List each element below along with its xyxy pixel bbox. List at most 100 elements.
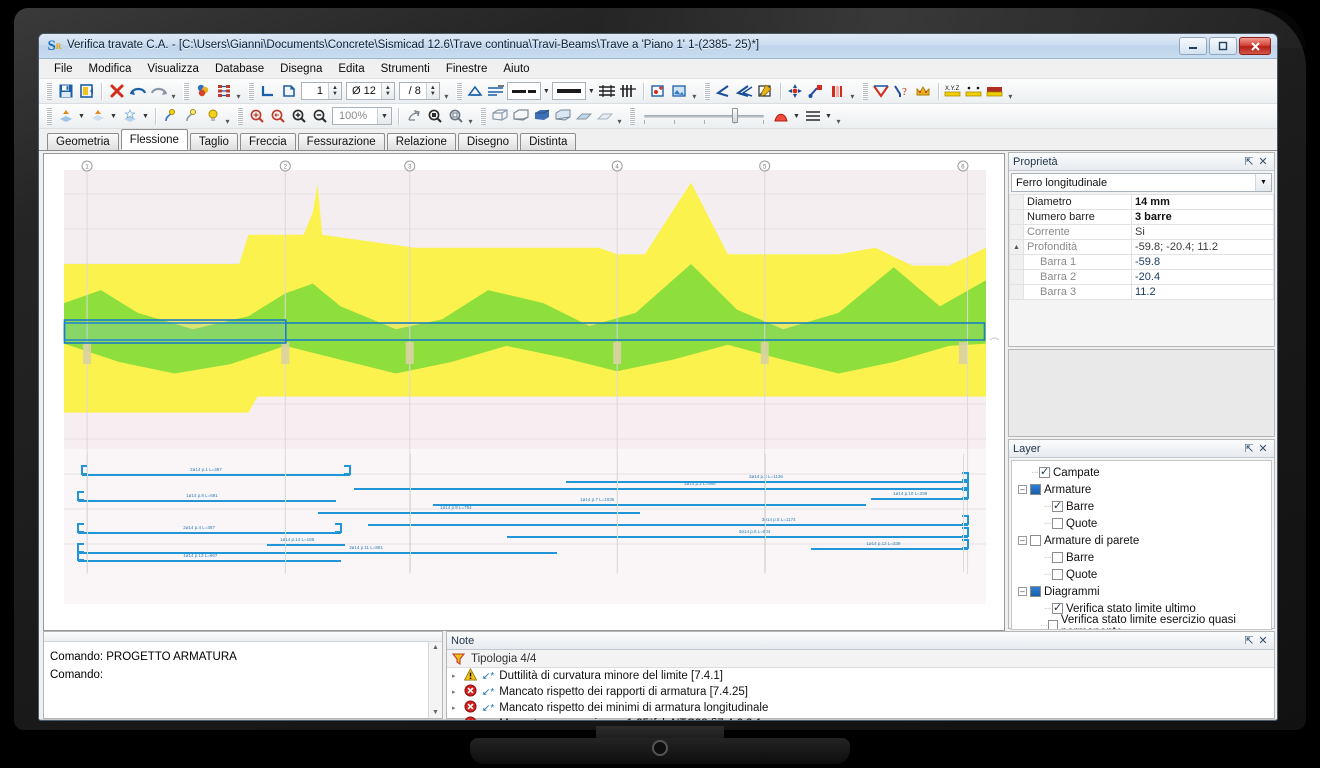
bulb-icon[interactable] bbox=[202, 106, 223, 127]
close-icon[interactable]: ✕ bbox=[1258, 635, 1268, 647]
rebar-line[interactable] bbox=[506, 536, 968, 538]
view-3d-icon[interactable] bbox=[489, 106, 510, 127]
pin-icon[interactable]: ⇱ bbox=[1244, 635, 1254, 647]
rebar-line[interactable] bbox=[77, 532, 341, 534]
toolbar-grip[interactable] bbox=[480, 107, 486, 125]
layer-checkbox[interactable] bbox=[1052, 552, 1063, 563]
hatch-icon[interactable] bbox=[465, 81, 486, 102]
move-node-icon[interactable] bbox=[785, 81, 806, 102]
column-marker[interactable] bbox=[611, 160, 623, 172]
zoom-extents-icon[interactable] bbox=[424, 106, 445, 127]
save-icon[interactable] bbox=[55, 81, 76, 102]
note-expander-icon[interactable]: ▸ bbox=[452, 720, 459, 721]
quantity-spin-buttons[interactable]: ▲ ▼ bbox=[328, 83, 341, 99]
add-node-icon[interactable] bbox=[806, 81, 827, 102]
rebar-line[interactable] bbox=[77, 560, 341, 562]
tree-expander-icon[interactable]: – bbox=[1018, 587, 1027, 596]
color-ramp-dropdown[interactable]: ▼ bbox=[793, 112, 800, 120]
layer-tree-item[interactable]: ··· Barre bbox=[1014, 549, 1269, 566]
image-icon[interactable] bbox=[669, 81, 690, 102]
angle-icon[interactable] bbox=[713, 81, 734, 102]
note-item[interactable]: ▸ ↙* Mancato rispetto dei minimi di armatu… bbox=[447, 700, 1274, 716]
property-value[interactable]: Si bbox=[1131, 224, 1274, 240]
tree-expander-icon[interactable]: – bbox=[1018, 536, 1027, 545]
property-row[interactable]: Diametro 14 mm bbox=[1009, 194, 1274, 210]
menu-item-file[interactable]: File bbox=[54, 62, 73, 75]
note-link-icon[interactable]: ↙* bbox=[482, 686, 495, 698]
zoom-all-icon[interactable] bbox=[445, 106, 466, 127]
layer-new-icon[interactable] bbox=[119, 106, 140, 127]
grid-lines-icon[interactable] bbox=[597, 81, 618, 102]
edit-diagram-icon[interactable] bbox=[755, 81, 776, 102]
chevron-down-icon[interactable]: ▼ bbox=[377, 108, 391, 124]
line-weight-swatch[interactable] bbox=[551, 82, 586, 100]
spacing-stepper[interactable]: / 8 ▲ ▼ bbox=[398, 82, 440, 100]
layer-tree-item[interactable]: ··· Verifica stato limite ultimo bbox=[1014, 600, 1269, 617]
property-category-select[interactable]: Ferro longitudinale ▼ bbox=[1011, 173, 1272, 192]
note-expander-icon[interactable]: ▸ bbox=[452, 705, 456, 712]
tab-fessurazione[interactable]: Fessurazione bbox=[297, 133, 385, 150]
toolbar-grip[interactable] bbox=[248, 82, 254, 100]
pin-icon[interactable]: ⇱ bbox=[1244, 443, 1254, 455]
rebar-line[interactable] bbox=[82, 474, 350, 476]
menu-item-edita[interactable]: Edita bbox=[338, 62, 365, 75]
transparency-slider[interactable] bbox=[644, 106, 764, 126]
toolbar-overflow-4[interactable]: ▾ bbox=[692, 92, 697, 101]
rebar-line[interactable] bbox=[368, 524, 968, 526]
layer-new-dropdown[interactable]: ▼ bbox=[142, 112, 149, 120]
zoom-previous-icon[interactable] bbox=[267, 106, 288, 127]
note-link-icon[interactable]: ↙* bbox=[482, 719, 494, 721]
quantity-stepper[interactable]: 1 ▲ ▼ bbox=[301, 82, 342, 100]
color-ramp-icon[interactable] bbox=[770, 106, 791, 127]
vertical-lines-icon[interactable] bbox=[618, 81, 639, 102]
slider-thumb[interactable] bbox=[731, 108, 738, 123]
property-row[interactable]: Barra 1 -59.8 bbox=[1009, 254, 1274, 270]
rebar-line[interactable] bbox=[77, 500, 336, 502]
toolbar-overflow-1[interactable]: ▾ bbox=[171, 92, 176, 101]
toolbar-overflow-10[interactable]: ▾ bbox=[836, 117, 841, 126]
menu-item-finestre[interactable]: Finestre bbox=[445, 62, 488, 75]
maximize-button[interactable] bbox=[1209, 37, 1237, 55]
layer-up-icon[interactable] bbox=[55, 106, 76, 127]
layer-checkbox[interactable] bbox=[1030, 586, 1041, 597]
moment-envelope-icon[interactable] bbox=[871, 81, 892, 102]
property-value[interactable]: 3 barre bbox=[1131, 209, 1274, 225]
zoom-level-combo[interactable]: 100% ▼ bbox=[332, 107, 392, 125]
layer-checkbox[interactable] bbox=[1052, 518, 1063, 529]
view-wire-icon[interactable] bbox=[552, 106, 573, 127]
layer-down-icon[interactable] bbox=[87, 106, 108, 127]
note-expander-icon[interactable]: ▸ bbox=[452, 689, 456, 696]
columns-icon[interactable] bbox=[827, 81, 848, 102]
pick-layer-icon[interactable] bbox=[160, 106, 181, 127]
rebar-line[interactable] bbox=[266, 544, 346, 546]
command-pane[interactable]: Comando: PROGETTO ARMATURA Comando: ▲ ▼ bbox=[43, 631, 443, 719]
copy-section-icon[interactable] bbox=[278, 81, 299, 102]
layer-tree-item[interactable]: ··· Barre bbox=[1014, 498, 1269, 515]
line-weight-dropdown[interactable]: ▼ bbox=[587, 87, 595, 95]
insert-point-icon[interactable] bbox=[648, 81, 669, 102]
note-item[interactable]: ▸ ↙* Mancato ancoraggio per 1.25*fyk NTC08… bbox=[447, 716, 1274, 721]
toolbar-overflow-2[interactable]: ▾ bbox=[236, 92, 241, 101]
layer-checkbox[interactable] bbox=[1052, 499, 1063, 512]
column-marker[interactable] bbox=[279, 160, 291, 172]
note-expander-icon[interactable]: ▸ bbox=[452, 673, 456, 680]
toolbar-grip[interactable] bbox=[861, 82, 868, 100]
view-flat-icon[interactable] bbox=[594, 106, 615, 127]
layer-up-dropdown[interactable]: ▼ bbox=[78, 112, 85, 120]
rebar-line[interactable] bbox=[354, 488, 968, 490]
property-row[interactable]: Numero barre 3 barre bbox=[1009, 209, 1274, 225]
pan-icon[interactable] bbox=[403, 106, 424, 127]
layer-tree-item[interactable]: ··· Verifica stato limite esercizio quasi… bbox=[1014, 614, 1269, 629]
command-scrollbar[interactable]: ▲ ▼ bbox=[428, 642, 442, 718]
layer-checkbox[interactable] bbox=[1030, 535, 1041, 546]
property-value[interactable]: 14 mm bbox=[1131, 194, 1274, 210]
rebar-line[interactable] bbox=[566, 481, 968, 483]
note-item[interactable]: ▸ ↙* Duttilità di curvatura minore del lim… bbox=[447, 667, 1274, 684]
diameter-spin-buttons[interactable]: ▲ ▼ bbox=[380, 83, 394, 99]
layer-checkbox[interactable] bbox=[1052, 569, 1063, 580]
menu-item-modifica[interactable]: Modifica bbox=[88, 62, 132, 75]
list-icon[interactable] bbox=[802, 106, 823, 127]
layer-tree-item[interactable]: ··· Quote bbox=[1014, 515, 1269, 532]
view-solid-icon[interactable] bbox=[531, 106, 552, 127]
minimize-button[interactable] bbox=[1179, 37, 1207, 55]
